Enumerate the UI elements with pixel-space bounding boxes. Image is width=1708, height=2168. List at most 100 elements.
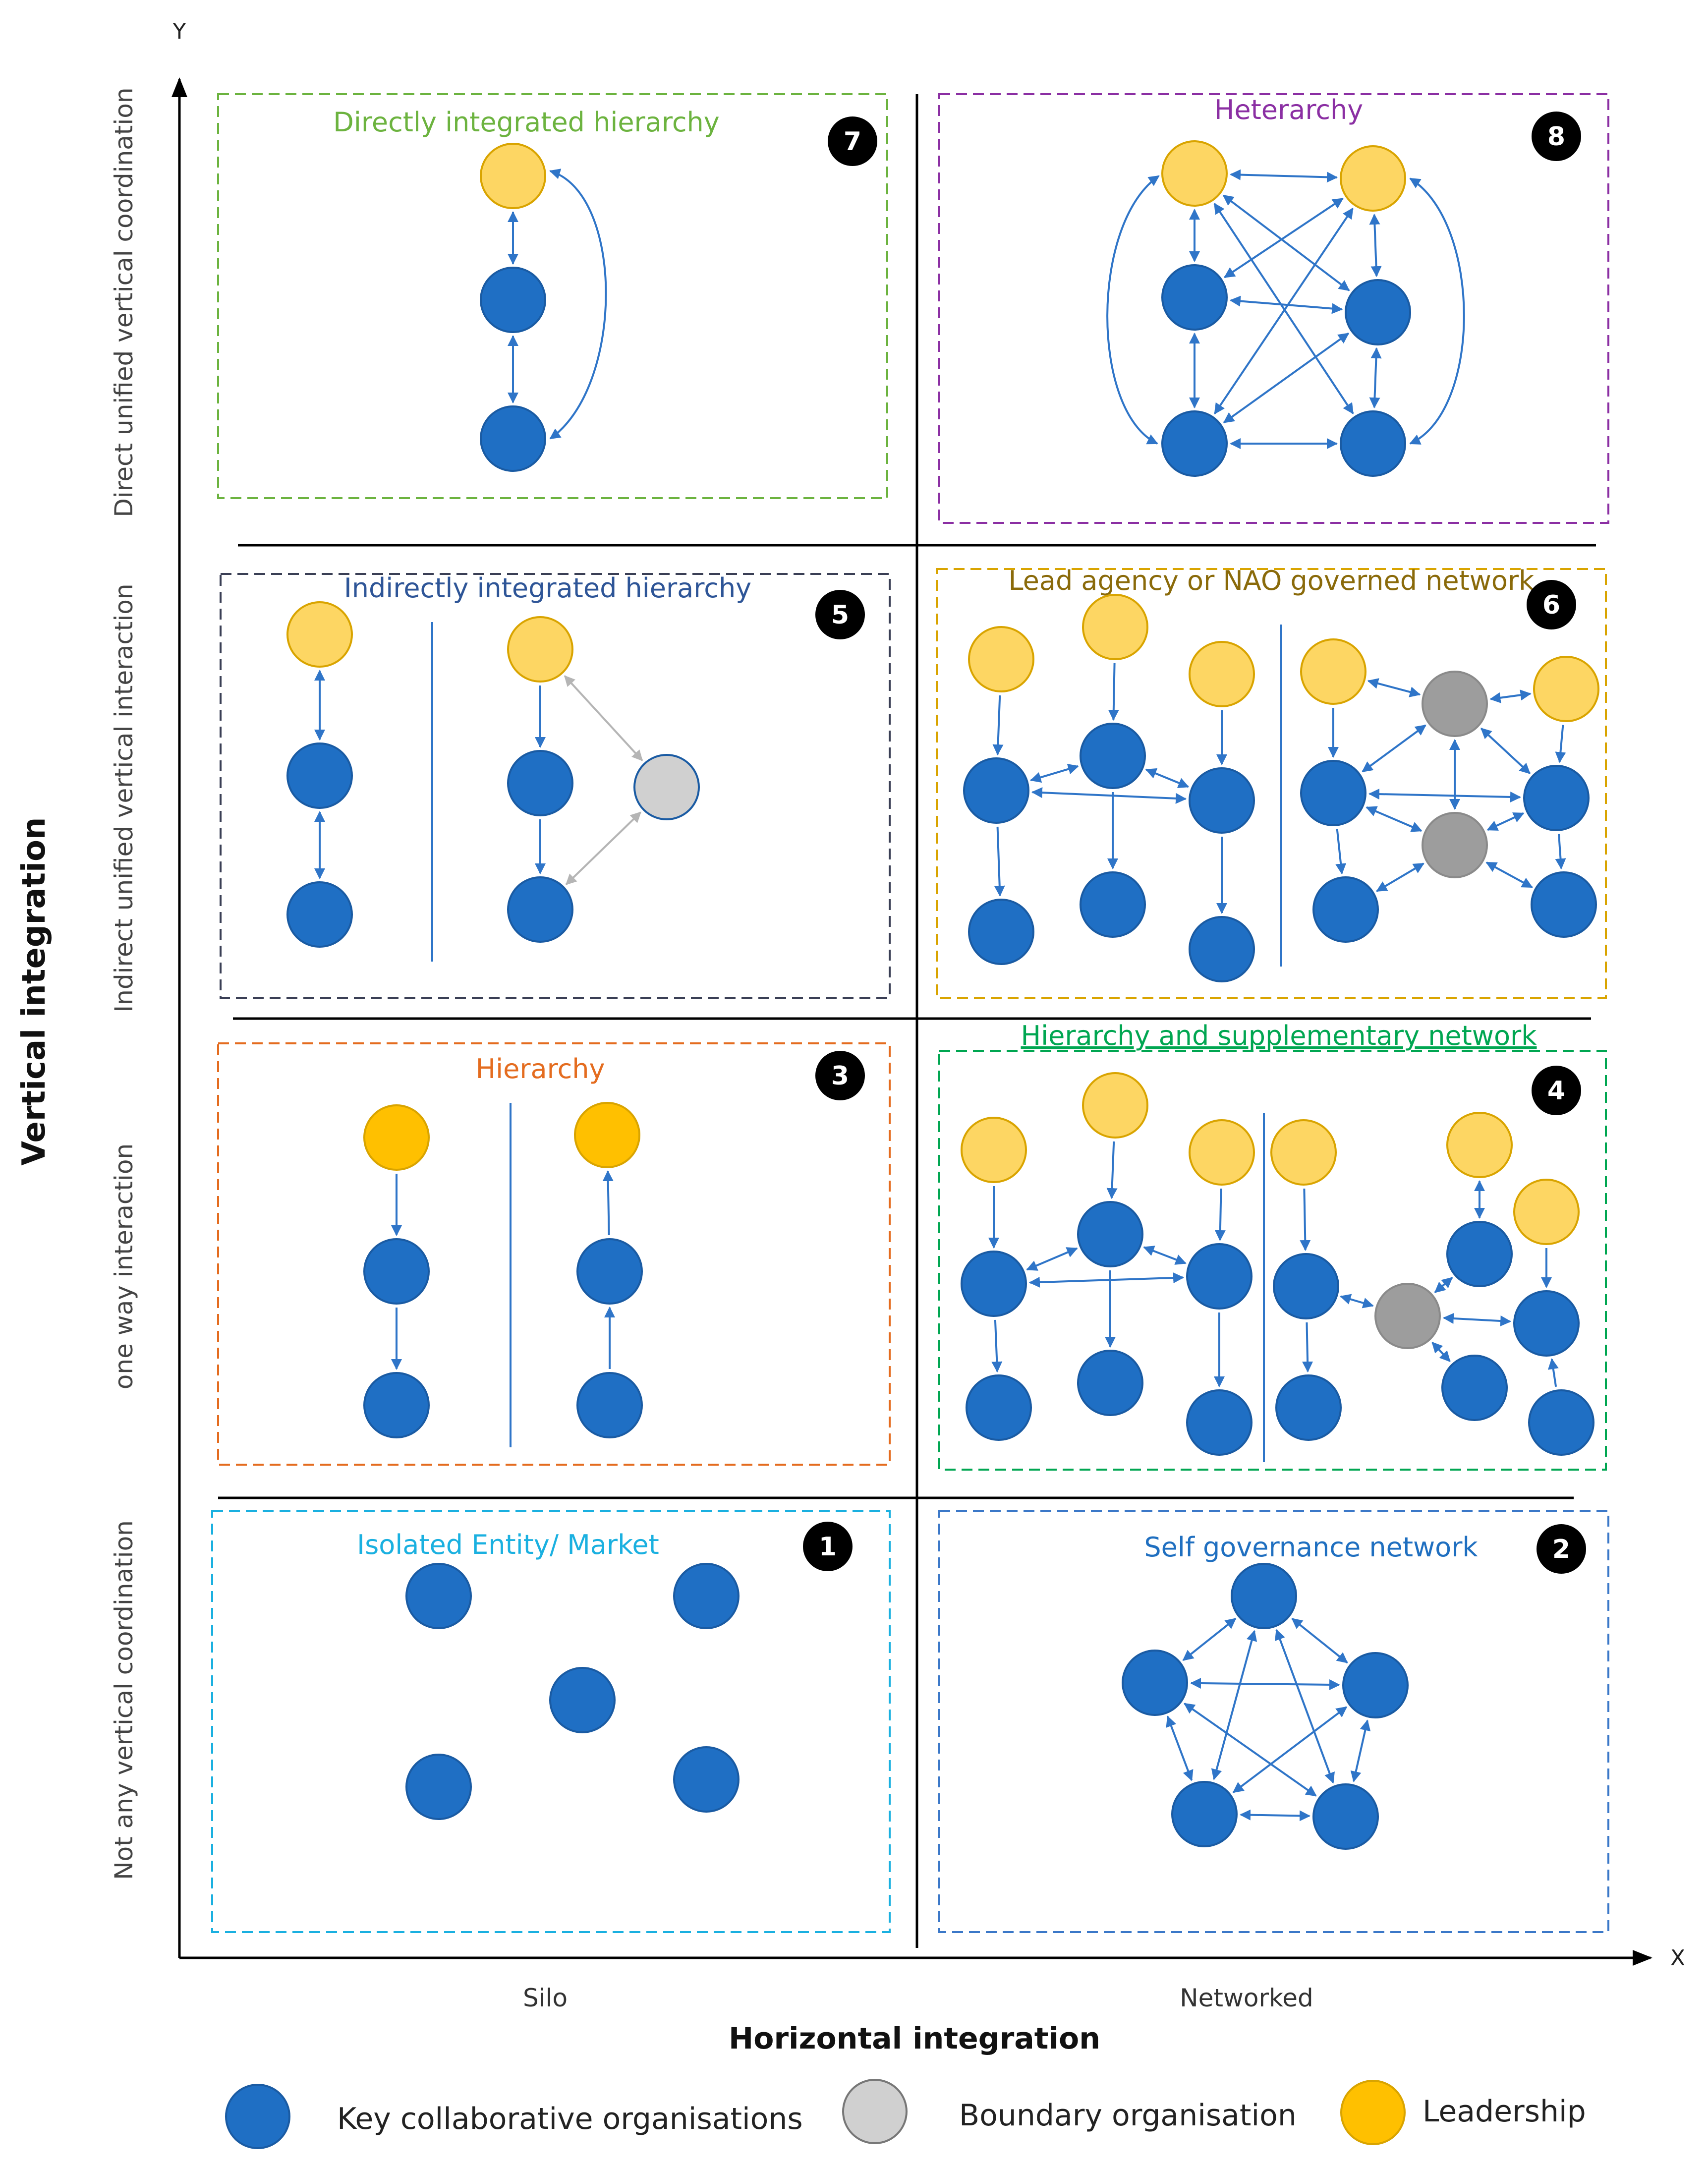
edges (314, 169, 1566, 1822)
key-organisation-node (1523, 765, 1590, 831)
link-arrow (1555, 725, 1566, 763)
boundary-organisation-node (1422, 671, 1488, 737)
key-organisation-node (1300, 760, 1366, 826)
key-organisation-node (549, 1667, 616, 1733)
key-organisation-node (1171, 1781, 1238, 1847)
column-label-networked: Networked (1180, 1984, 1313, 2012)
legend-leadership-label: Leadership (1423, 2094, 1586, 2129)
key-organisation-node (1528, 1389, 1594, 1456)
svg-text:6: 6 (1542, 590, 1560, 620)
link-arrow (1486, 812, 1525, 831)
leadership-node (1300, 638, 1366, 705)
link-arrow (1223, 332, 1350, 424)
boundary-organisation-node (1374, 1283, 1441, 1349)
svg-text:8: 8 (1547, 122, 1565, 152)
panel-7-title: Directly integrated hierarchy (333, 107, 719, 138)
svg-text:4: 4 (1547, 1076, 1565, 1106)
leadership-node (968, 626, 1034, 692)
link-arrow (1229, 169, 1338, 183)
leadership-node (1189, 641, 1255, 707)
key-organisation-node (363, 1238, 430, 1305)
legend-boundary-icon (842, 2079, 908, 2144)
panel-2-badge: 2 (1537, 1524, 1586, 1574)
panel-5-badge: 5 (815, 590, 865, 639)
key-organisation-node (1080, 871, 1146, 938)
key-organisation-node (1186, 1243, 1253, 1310)
leadership-node (1082, 1072, 1148, 1139)
key-organisation-node (963, 757, 1029, 824)
key-organisation-node (286, 742, 353, 809)
link-arrow (1182, 1617, 1237, 1661)
panel-1-title: Isolated Entity/ Market (357, 1529, 659, 1560)
link-arrow (1106, 1141, 1118, 1199)
boundary-organisation-node (633, 754, 700, 820)
svg-text:1: 1 (819, 1532, 837, 1562)
legend: Key collaborative organisations Boundary… (225, 2079, 1586, 2149)
key-organisation-node (1342, 1652, 1409, 1718)
key-organisation-node (1161, 410, 1228, 477)
panel-7-badge: 7 (828, 116, 877, 166)
panel-3-frame (217, 1042, 891, 1466)
panel-4-title: Hierarchy and supplementary network (1021, 1020, 1537, 1051)
key-organisation-node (1312, 1783, 1379, 1850)
y-axis-letter: Y (172, 19, 186, 44)
link-arrow (1442, 1312, 1512, 1327)
link-arrow (1028, 1272, 1185, 1288)
leadership-node (363, 1104, 430, 1171)
link-arrow (1340, 1294, 1374, 1309)
leadership-node (1270, 1119, 1337, 1186)
key-organisation-node (1161, 264, 1228, 331)
key-organisation-node (405, 1563, 472, 1629)
key-organisation-node (480, 267, 546, 333)
key-organisation-node (576, 1238, 643, 1305)
leadership-node (574, 1102, 640, 1168)
panel-3-title: Hierarchy (475, 1053, 605, 1084)
panel-3-badge: 3 (815, 1051, 865, 1100)
link-arrow (1547, 1358, 1559, 1387)
row-label-none: Not any vertical coordination (110, 1520, 138, 1880)
legend-key-label: Key collaborative organisations (337, 2102, 803, 2136)
leadership-node (507, 616, 573, 683)
key-organisation-node (968, 899, 1034, 965)
key-organisation-node (1446, 1221, 1513, 1287)
link-arrow (1275, 1629, 1335, 1784)
link-arrow (1291, 1618, 1348, 1663)
link-arrow (1239, 1809, 1311, 1822)
panel-frames (211, 93, 1609, 1933)
svg-text:2: 2 (1552, 1535, 1570, 1564)
link-arrow (1232, 1706, 1348, 1793)
curved-link-arrow (1409, 177, 1465, 445)
horizontal-integration-title: Horizontal integration (729, 2021, 1100, 2056)
link-arrow (1485, 861, 1533, 888)
key-organisation-node (1231, 1563, 1297, 1629)
link-arrow (1214, 1188, 1226, 1242)
svg-text:5: 5 (831, 600, 849, 630)
link-arrow (1350, 1719, 1371, 1782)
panel-5-title: Indirectly integrated hierarchy (344, 572, 751, 604)
curved-link-arrow (1106, 175, 1160, 445)
legend-boundary-label: Boundary organisation (959, 2098, 1297, 2133)
leadership-node (961, 1117, 1027, 1183)
link-arrow (1145, 768, 1190, 788)
leadership-node (1533, 656, 1599, 722)
key-organisation-node (1189, 767, 1255, 834)
leadership-node (1513, 1179, 1580, 1245)
link-arrow (1555, 834, 1566, 870)
key-organisation-node (1122, 1650, 1188, 1716)
link-arrow (1030, 764, 1079, 783)
key-organisation-node (966, 1374, 1032, 1441)
boundary-organisation-node (1422, 812, 1488, 878)
leadership-node (1161, 140, 1228, 207)
link-arrow (1031, 787, 1187, 804)
boundary-link-arrow (565, 811, 642, 885)
leadership-node (286, 601, 353, 668)
curved-link-arrow (549, 169, 607, 440)
key-organisation-node (1077, 1201, 1143, 1267)
link-arrow (1489, 689, 1532, 703)
key-organisation-node (507, 876, 573, 943)
panel-2-frame (938, 1510, 1609, 1933)
link-arrow (1108, 663, 1119, 721)
key-organisation-node (961, 1251, 1027, 1317)
panel-8-frame (938, 93, 1609, 524)
